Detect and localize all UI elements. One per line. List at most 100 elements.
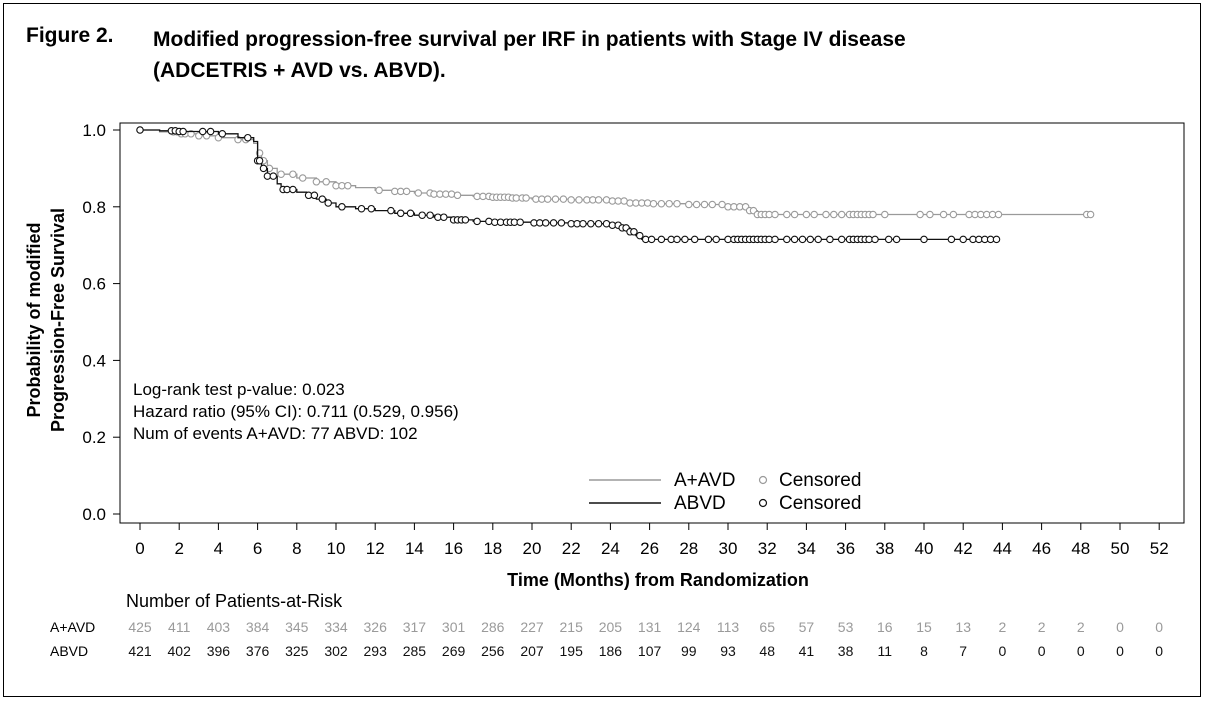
- legend-entry-label: A+AVD: [674, 470, 735, 491]
- censored-mark: [881, 210, 889, 219]
- x-tick-label: 26: [640, 539, 659, 558]
- censored-mark: [994, 210, 1003, 219]
- censored-mark: [673, 199, 681, 208]
- risk-value: 376: [246, 643, 270, 659]
- survival-curves: [136, 126, 1095, 244]
- censored-mark: [802, 210, 811, 219]
- censored-mark: [959, 235, 967, 244]
- censored-mark: [567, 196, 575, 204]
- figure-title-line1: Modified progression-free survival per I…: [153, 28, 906, 51]
- figure-title: Modified progression-free survival per I…: [153, 24, 1153, 86]
- censored-mark: [884, 235, 893, 244]
- censored-mark: [814, 235, 822, 244]
- risk-value: 15: [916, 619, 932, 635]
- risk-value: 317: [403, 619, 427, 635]
- risk-value: 41: [799, 643, 815, 659]
- risk-value: 0: [1116, 643, 1124, 659]
- censored-mark: [426, 211, 434, 219]
- risk-value: 345: [285, 619, 309, 635]
- y-tick-label: 0.6: [82, 275, 106, 294]
- x-tick-label: 14: [405, 539, 424, 558]
- censored-mark: [692, 200, 701, 209]
- censored-mark: [1086, 210, 1095, 219]
- x-tick-label: 40: [915, 539, 934, 558]
- x-tick-label: 10: [327, 539, 346, 558]
- risk-value: 301: [442, 619, 466, 635]
- legend-entry-label: ABVD: [674, 493, 726, 514]
- censored-mark: [269, 172, 278, 180]
- censored-mark: [783, 235, 791, 244]
- censored-mark: [690, 235, 699, 244]
- censored-mark: [136, 126, 144, 134]
- x-tick-label: 22: [562, 539, 581, 558]
- censored-mark: [338, 203, 346, 211]
- legend: A+AVD Censored ABVD Censored: [589, 470, 861, 514]
- censored-mark: [575, 196, 583, 204]
- logrank-text: Log-rank test p-value: 0.023: [133, 380, 345, 399]
- risk-value: 205: [599, 619, 623, 635]
- risk-value: 195: [560, 643, 584, 659]
- censored-mark: [704, 235, 713, 244]
- censored-mark: [806, 235, 815, 244]
- y-tick-label: 0.2: [82, 428, 106, 447]
- risk-value: 411: [168, 619, 191, 635]
- risk-value: 207: [520, 643, 544, 659]
- censored-mark: [790, 235, 799, 244]
- censored-mark: [685, 200, 693, 209]
- risk-value: 11: [878, 643, 893, 659]
- censored-mark: [289, 170, 297, 178]
- censored-mark: [579, 219, 587, 228]
- censored-mark: [549, 219, 558, 227]
- censored-mark: [277, 170, 285, 178]
- censored-mark: [255, 156, 264, 165]
- censored-mark: [916, 210, 924, 219]
- censored-mark: [681, 235, 689, 244]
- risk-value: 325: [285, 643, 309, 659]
- x-tick-label: 42: [954, 539, 973, 558]
- censored-mark: [636, 231, 644, 240]
- risk-value: 2: [1038, 619, 1046, 635]
- events-text: Num of events A+AVD: 77 ABVD: 102: [133, 424, 418, 443]
- x-tick-label: 20: [523, 539, 542, 558]
- risk-value: 0: [1155, 619, 1163, 635]
- censored-mark: [594, 219, 603, 228]
- censored-mark: [630, 228, 638, 236]
- y-axis: 0.0 0.2 0.4 0.6 0.8 1.0: [82, 121, 120, 524]
- x-tick-label: 24: [601, 539, 620, 558]
- censored-mark: [837, 235, 846, 244]
- figure-label: Figure 2.: [26, 24, 114, 47]
- figure-title-line2: (ADCETRIS + AVD vs. ABVD).: [153, 59, 446, 82]
- risk-value: 285: [403, 643, 427, 659]
- censored-mark: [344, 181, 352, 190]
- risk-value: 13: [955, 619, 971, 635]
- risk-value: 53: [838, 619, 854, 635]
- censored-mark: [522, 194, 530, 202]
- x-tick-label: 38: [875, 539, 894, 558]
- censored-mark: [798, 235, 807, 244]
- censored-mark: [447, 190, 456, 198]
- censored-mark: [310, 191, 319, 200]
- risk-value: 99: [681, 643, 697, 659]
- risk-value: 215: [560, 619, 584, 635]
- x-tick-label: 32: [758, 539, 777, 558]
- x-tick-label: 36: [836, 539, 855, 558]
- censored-mark: [440, 213, 448, 221]
- x-tick-label: 30: [719, 539, 738, 558]
- risk-value: 302: [324, 643, 348, 659]
- risk-value: 0: [1155, 643, 1163, 659]
- legend-censored-label: Censored: [779, 470, 861, 491]
- stats-box: Log-rank test p-value: 0.023 Hazard rati…: [133, 380, 459, 443]
- censored-mark: [559, 195, 568, 203]
- censored-mark: [324, 199, 332, 207]
- risk-value: 107: [638, 643, 662, 659]
- censored-mark: [665, 199, 673, 208]
- risk-value: 402: [168, 643, 192, 659]
- risk-value: 57: [799, 619, 815, 635]
- censored-mark: [516, 218, 524, 226]
- censored-mark: [402, 187, 411, 196]
- censored-mark: [551, 195, 560, 203]
- risk-value: 0: [1116, 619, 1124, 635]
- x-tick-label: 46: [1032, 539, 1051, 558]
- x-tick-label: 28: [679, 539, 698, 558]
